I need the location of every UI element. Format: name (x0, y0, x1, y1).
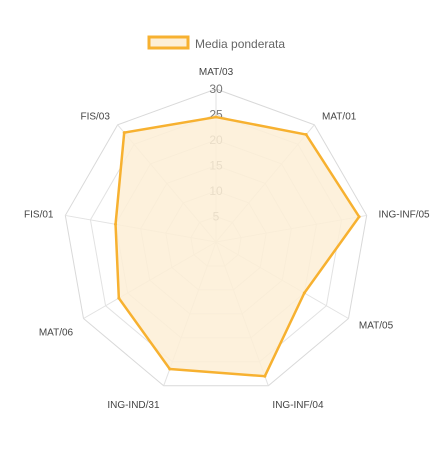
category-label-fis-01: FIS/01 (24, 209, 54, 220)
data-point-mat-05[interactable] (302, 291, 306, 295)
category-labels: MAT/03 MAT/01 ING-INF/05 MAT/05 ING-INF/04 IN… (24, 67, 430, 411)
series-area (114, 115, 361, 378)
category-label-mat-01: MAT/01 (322, 112, 357, 123)
legend[interactable]: Media ponderata (147, 35, 285, 51)
data-point-ing-inf-04[interactable] (263, 374, 267, 378)
tick-label: 30 (209, 82, 223, 96)
series-layer (114, 115, 361, 378)
data-point-ing-inf-05[interactable] (357, 215, 361, 219)
data-point-fis-01[interactable] (114, 222, 118, 226)
legend-label: Media ponderata (195, 37, 285, 51)
category-label-ing-inf-04: ING-INF/04 (272, 400, 324, 411)
category-label-fis-03: FIS/03 (80, 112, 110, 123)
grid-ring (64, 88, 368, 387)
data-point-fis-03[interactable] (122, 131, 126, 135)
data-point-mat-03[interactable] (214, 115, 218, 119)
category-label-ing-inf-05: ING-INF/05 (378, 209, 430, 220)
category-label-mat-05: MAT/05 (359, 321, 394, 332)
category-label-ing-ind-31: ING-IND/31 (107, 400, 160, 411)
data-point-ing-ind-31[interactable] (168, 367, 172, 371)
data-point-mat-01[interactable] (304, 133, 308, 137)
data-point-mat-06[interactable] (117, 296, 121, 300)
legend-swatch (147, 35, 190, 50)
category-label-mat-03: MAT/03 (199, 67, 234, 78)
category-label-mat-06: MAT/06 (39, 328, 74, 339)
